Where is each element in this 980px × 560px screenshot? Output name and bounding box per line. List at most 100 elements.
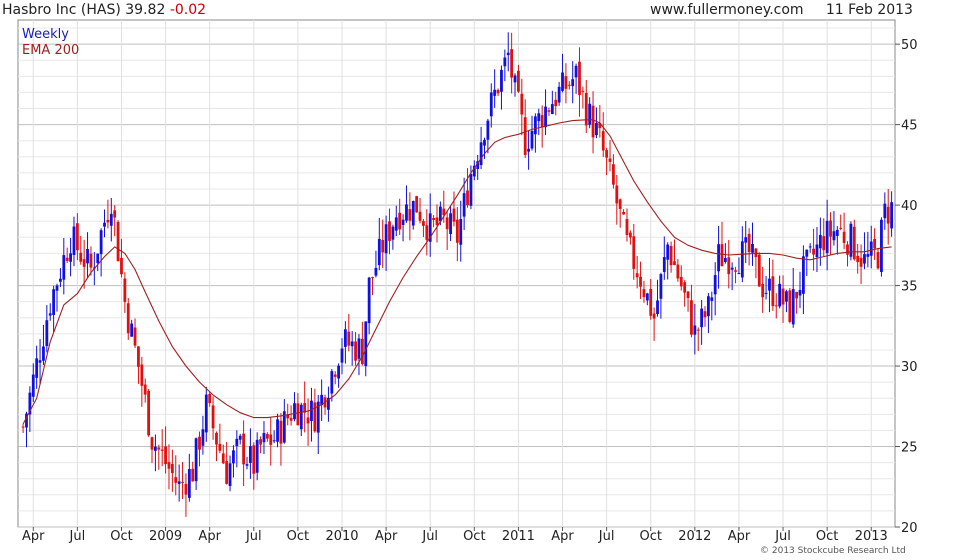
candle-body-down	[632, 236, 636, 269]
candle-body-down	[639, 276, 642, 287]
candle	[35, 345, 39, 389]
candle-body-down	[734, 270, 737, 272]
candle-body-down	[360, 338, 364, 365]
x-tick-label: Apr	[728, 529, 751, 544]
candle	[774, 293, 778, 319]
candle-body-down	[425, 225, 429, 240]
candle	[744, 220, 748, 264]
candle	[123, 272, 127, 313]
candle	[839, 214, 843, 231]
candle	[276, 413, 279, 448]
candle	[503, 49, 507, 82]
candle-body-up	[808, 246, 812, 248]
candle	[350, 331, 354, 366]
candle-body-up	[785, 291, 788, 302]
candle	[506, 32, 510, 72]
candle-body-down	[812, 248, 815, 255]
candle	[493, 69, 497, 108]
candle-body-down	[174, 477, 178, 483]
candle	[82, 239, 86, 289]
candle-body-up	[103, 222, 106, 227]
candle-body-down	[286, 414, 290, 419]
candle	[174, 455, 178, 496]
candle-body-up	[710, 297, 714, 301]
candle	[798, 271, 802, 309]
candle	[527, 130, 530, 170]
candle-body-down	[625, 219, 629, 236]
candle	[788, 287, 792, 324]
candle	[160, 429, 164, 467]
candle-body-up	[282, 411, 286, 443]
candle-body-up	[866, 254, 870, 257]
candle-body-up	[527, 148, 530, 152]
candle	[147, 389, 151, 437]
candle-body-up	[723, 258, 727, 262]
candle-body-down	[215, 432, 218, 445]
candle-body-up	[438, 206, 442, 222]
candle	[852, 219, 856, 261]
candle	[218, 423, 222, 454]
candle-body-up	[890, 202, 894, 229]
candle	[523, 99, 527, 159]
candle	[113, 205, 117, 237]
candle-body-up	[557, 86, 561, 103]
candle	[700, 299, 704, 345]
candle-body-up	[238, 435, 242, 440]
candle	[187, 453, 191, 502]
candle	[500, 65, 503, 110]
candle	[398, 198, 402, 235]
candle	[252, 442, 256, 490]
candle-body-up	[768, 278, 771, 291]
candle-body-down	[147, 390, 151, 436]
x-tick-label: Jul	[774, 529, 791, 544]
x-tick-label: 2013	[855, 529, 888, 544]
candle	[866, 231, 870, 268]
candle-body-down	[21, 426, 25, 428]
candle-body-up	[154, 446, 157, 451]
candle-body-down	[690, 300, 693, 335]
candle	[354, 332, 357, 366]
candle	[333, 371, 337, 385]
candle	[686, 290, 690, 312]
candle-body-down	[774, 305, 778, 307]
candle-body-down	[601, 131, 605, 151]
candle	[31, 363, 35, 403]
candle	[608, 139, 612, 172]
candle	[880, 217, 883, 277]
candle-body-up	[805, 249, 809, 257]
candle-body-up	[405, 204, 408, 221]
candle	[707, 293, 710, 334]
candle-body-up	[700, 308, 704, 328]
candle	[747, 228, 751, 266]
candle-body-up	[320, 394, 324, 406]
candle	[313, 388, 317, 433]
candle-body-up	[194, 438, 198, 482]
website-link[interactable]: www.fullermoney.com	[650, 2, 804, 18]
candle	[204, 386, 208, 442]
candle-body-up	[86, 248, 89, 264]
candle	[21, 424, 25, 434]
candle-body-down	[652, 313, 656, 319]
x-tick-label: Apr	[375, 529, 398, 544]
candle-body-up	[815, 244, 819, 258]
candle	[737, 257, 741, 275]
candle-body-up	[486, 120, 490, 140]
candle-body-up	[357, 338, 361, 359]
candle-body-up	[340, 348, 344, 363]
candle	[591, 91, 595, 154]
candle	[764, 276, 768, 300]
candle-body-down	[466, 190, 469, 206]
candle-body-down	[788, 290, 792, 322]
candle-body-up	[645, 293, 649, 301]
candle	[679, 265, 683, 291]
candle-body-down	[126, 303, 130, 334]
candle	[69, 237, 72, 277]
candle-body-down	[198, 436, 201, 450]
candle-body-down	[181, 481, 184, 483]
candle-body-down	[381, 239, 385, 253]
candle	[316, 394, 320, 454]
x-tick-label: Oct	[110, 529, 132, 544]
candle-body-down	[618, 199, 622, 209]
candle	[170, 449, 174, 492]
candle	[340, 338, 344, 375]
